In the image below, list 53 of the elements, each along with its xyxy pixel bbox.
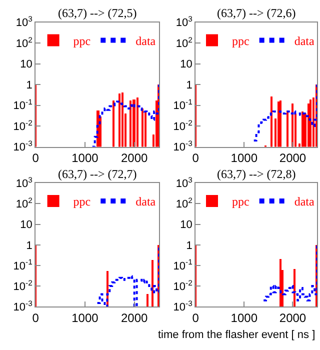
y-tick-label: 10$^{3}$ (16, 175, 32, 190)
y-tick-label: 10$^{2}$ (16, 35, 32, 50)
y-tick-label: 10$^{-2}$ (173, 118, 192, 133)
y-tick-label: 10$^{-3}$ (173, 139, 192, 154)
y-tick-label: 10$^{-3}$ (13, 139, 32, 154)
y-tick-label: 10$^{3}$ (16, 14, 32, 30)
y-tick-label: 1 (26, 240, 32, 252)
x-tick-label: 1000 (230, 311, 258, 326)
x-tick-label: 1000 (72, 151, 99, 166)
x-tick-label: 1000 (72, 311, 99, 326)
chart-title: (63,7) --> (72,5) (58, 6, 137, 20)
legend-label: ppc (73, 194, 91, 209)
y-tick-label: 10 (180, 219, 192, 232)
y-tick-label: 10$^{2}$ (16, 196, 32, 211)
y-tick-label: 10 (180, 58, 192, 71)
y-tick-label: 10$^{3}$ (176, 14, 192, 30)
y-tick-label: 10$^{-3}$ (13, 298, 32, 314)
y-tick-label: 10$^{-1}$ (173, 98, 192, 112)
y-tick-label: 10$^{-1}$ (13, 258, 32, 272)
y-tick-label: 10 (20, 219, 32, 232)
y-tick-label: 10$^{-1}$ (13, 98, 32, 112)
legend-label: data (294, 34, 315, 48)
x-tick-label: 2000 (120, 151, 148, 166)
y-tick-label: 10$^{-2}$ (13, 278, 32, 293)
x-tick-label: 0 (192, 311, 200, 326)
chart-title: (63,7) --> (72,8) (217, 167, 296, 181)
x-tick-label: 2000 (120, 311, 148, 326)
x-tick-label: 0 (32, 151, 40, 166)
legend-label: ppc (73, 34, 91, 48)
y-tick-label: 10$^{-2}$ (13, 118, 32, 133)
y-tick-label: 1 (186, 79, 192, 92)
y-tick-label: 10$^{2}$ (176, 35, 192, 50)
y-tick-label: 10$^{2}$ (176, 196, 192, 211)
legend-label: ppc (232, 34, 250, 48)
x-tick-label: 2000 (279, 151, 306, 166)
x-tick-label: 0 (192, 151, 200, 166)
legend-label: ppc (232, 194, 250, 209)
legend-label: data (294, 194, 315, 209)
legend-label: data (136, 194, 156, 209)
chart-title: (63,7) --> (72,6) (217, 6, 296, 20)
y-tick-label: 10 (20, 58, 32, 71)
y-tick-label: 10$^{3}$ (176, 175, 192, 190)
x-tick-label: 0 (32, 311, 40, 326)
x-tick-label: 1000 (230, 151, 258, 166)
x-tick-label: 2000 (279, 311, 306, 326)
y-tick-label: 1 (26, 79, 32, 92)
chart-title: (63,7) --> (72,7) (58, 167, 137, 181)
y-tick-label: 10$^{-2}$ (173, 278, 192, 293)
y-tick-label: 1 (186, 240, 192, 252)
legend-label: data (136, 34, 156, 48)
x-axis-title: time from the flasher event [ ns ] (158, 329, 316, 341)
y-tick-label: 10$^{-1}$ (173, 258, 192, 272)
y-tick-label: 10$^{-3}$ (173, 298, 192, 314)
